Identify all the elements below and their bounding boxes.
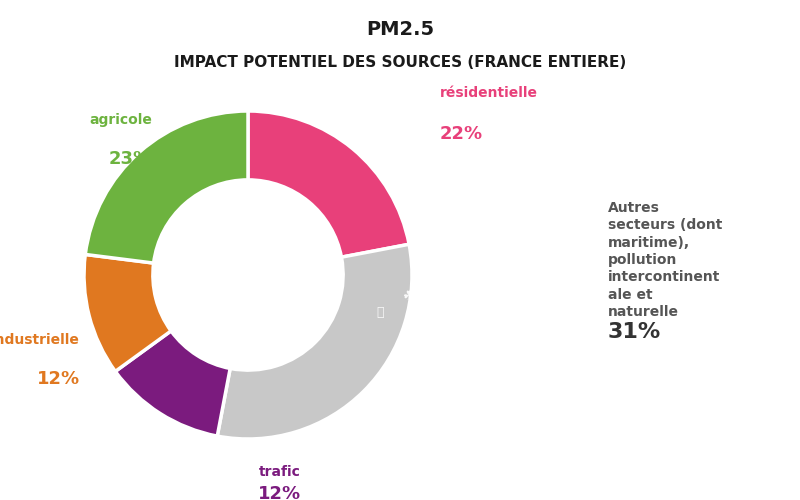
Text: IMPACT POTENTIEL DES SOURCES (FRANCE ENTIERE): IMPACT POTENTIEL DES SOURCES (FRANCE ENT… [174, 55, 626, 70]
Wedge shape [86, 111, 248, 263]
Text: ☘: ☘ [402, 290, 414, 303]
Wedge shape [248, 111, 409, 257]
Text: agricole: agricole [89, 113, 152, 127]
Text: 12%: 12% [258, 485, 302, 500]
Text: ⌂: ⌂ [406, 84, 418, 102]
Text: ✈: ✈ [428, 264, 438, 278]
Text: PM2.5: PM2.5 [366, 20, 434, 39]
Wedge shape [84, 254, 171, 372]
Text: 🌍: 🌍 [377, 306, 384, 319]
Text: 🚖: 🚖 [256, 295, 265, 310]
Text: 31%: 31% [608, 322, 662, 342]
Text: 23%: 23% [109, 150, 152, 168]
Text: 🚜: 🚜 [240, 88, 249, 104]
Wedge shape [115, 331, 230, 436]
Text: Autres
secteurs (dont
maritime),
pollution
intercontinent
ale et
naturelle: Autres secteurs (dont maritime), polluti… [608, 201, 722, 319]
Wedge shape [218, 244, 412, 439]
Text: trafic: trafic [259, 465, 301, 479]
Text: 22%: 22% [440, 125, 483, 143]
Text: résidentielle: résidentielle [440, 86, 538, 100]
Text: ✈: ✈ [416, 278, 427, 291]
Text: industrielle: industrielle [0, 333, 80, 347]
Text: ⛵: ⛵ [448, 231, 455, 244]
Text: 12%: 12% [37, 370, 80, 388]
Text: ⚙: ⚙ [197, 216, 212, 234]
